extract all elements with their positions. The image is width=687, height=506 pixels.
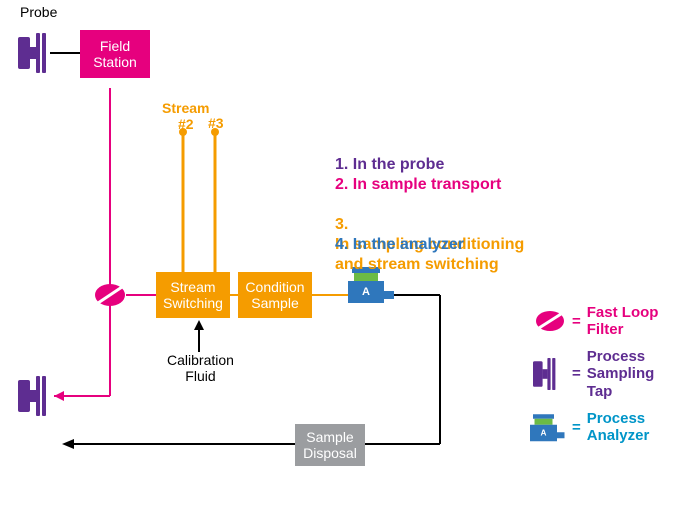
legend-process-analyzer: A = Process Analyzer [530, 410, 649, 445]
probe-label: Probe [20, 4, 57, 20]
condition-sample-box: Condition Sample [238, 272, 312, 318]
legend-eq-2: = [572, 365, 581, 382]
numbered-item-4: 4. In the analyzer [335, 235, 464, 255]
legend-process-tap: = Process Sampling Tap [530, 348, 654, 400]
numbered-item-1: 1. In the probe [335, 155, 444, 175]
sample-disposal-label: Sample Disposal [303, 429, 357, 461]
legend-analyzer-text: Process Analyzer [587, 410, 650, 445]
stream-switching-label: Stream Switching [163, 279, 223, 311]
calibration-label: Calibration Fluid [167, 352, 234, 384]
stream-switching-box: Stream Switching [156, 272, 230, 318]
field-station-label: Field Station [93, 38, 137, 70]
process-analyzer-legend-icon: A [530, 413, 560, 442]
stream3-label: #3 [208, 115, 224, 131]
legend-eq-1: = [572, 313, 581, 330]
sample-disposal-box: Sample Disposal [295, 424, 365, 466]
field-station-box: Field Station [80, 30, 150, 78]
legend-flf-text: Fast Loop Filter [587, 304, 659, 339]
numbered-item-2: 2. In sample transport [335, 175, 501, 195]
analyzer-letter: A [348, 281, 384, 303]
legend-fast-loop-filter: = Fast Loop Filter [530, 304, 658, 339]
process-tap-legend-icon [533, 356, 560, 391]
legend-tap-text: Process Sampling Tap [587, 348, 655, 400]
condition-sample-label: Condition Sample [245, 279, 304, 311]
process-tap-icon-bottom [18, 374, 52, 418]
process-tap-icon-top [18, 31, 52, 75]
fast-loop-filter-legend-icon [535, 310, 565, 332]
fast-loop-filter-icon [94, 283, 126, 307]
stream2-label: Stream #2 [162, 100, 209, 132]
legend-eq-3: = [572, 419, 581, 436]
